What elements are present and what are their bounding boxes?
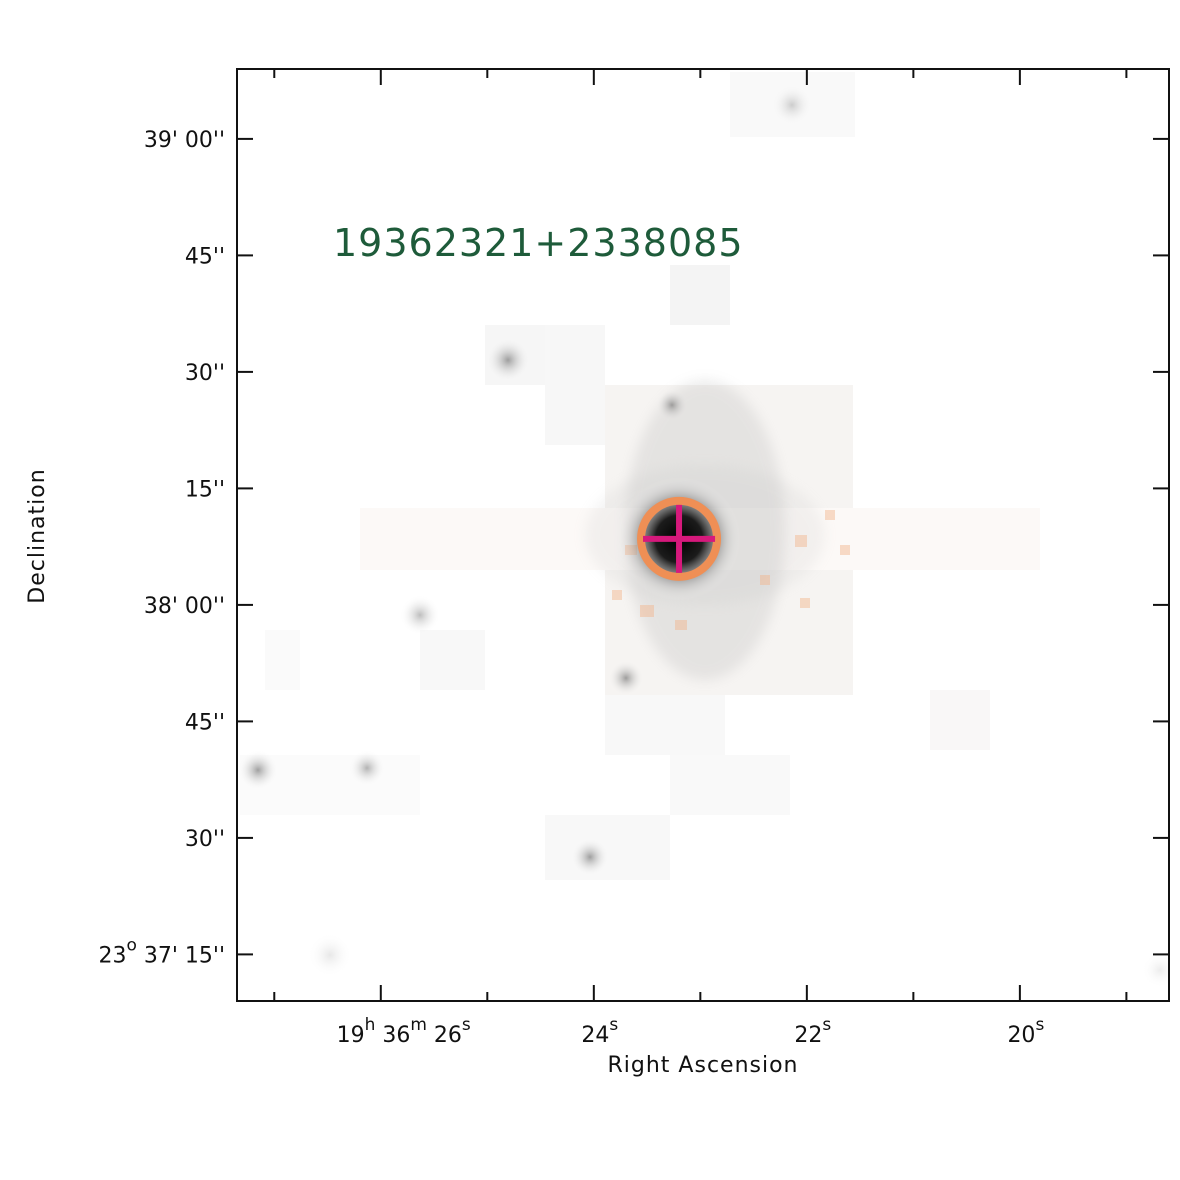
axis-ticks [237, 69, 1169, 1001]
y-tick-label: 30'' [185, 827, 225, 852]
y-tick-label: 30'' [185, 361, 225, 386]
plot-frame [236, 68, 1170, 1002]
source-label: 19362321+2338085 [333, 221, 744, 265]
y-tick-label: 15'' [185, 477, 225, 502]
target-circle [637, 496, 722, 581]
x-tick-label: 22s [794, 1015, 831, 1048]
y-tick-label: 23o 37' 15'' [98, 935, 225, 968]
x-tick-labels: 19h 36m 26s 24s 22s 20s [337, 1015, 1045, 1048]
y-axis-title: Declination [25, 468, 50, 603]
y-tick-labels: 39' 00'' 45'' 30'' 15'' 38' 00'' 45'' 30'' 23o … [98, 128, 225, 969]
x-tick-label: 20s [1007, 1015, 1044, 1048]
y-tick-label: 38' 00'' [144, 594, 225, 619]
x-axis-title: Right Ascension [608, 1053, 799, 1078]
sky-image [237, 69, 1169, 1001]
y-tick-label: 39' 00'' [144, 128, 225, 153]
x-tick-label: 24s [581, 1015, 618, 1048]
y-tick-label: 45'' [185, 244, 225, 269]
y-tick-label: 45'' [185, 710, 225, 735]
x-tick-label: 19h 36m 26s [337, 1015, 471, 1048]
target-marker [637, 496, 722, 581]
